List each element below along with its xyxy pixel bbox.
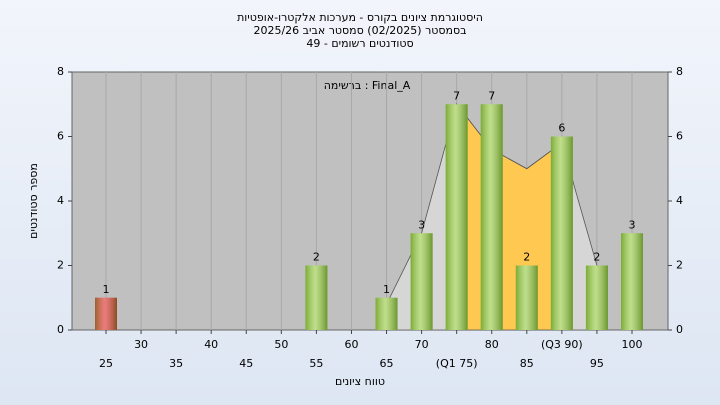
subtitle: בסמסטר (02/2025) סמסטר אביב 2025/26 xyxy=(253,24,466,37)
data-label: 1 xyxy=(103,283,110,296)
x-axis-label: טווח ציונים xyxy=(335,375,385,388)
x-tick-label: 45 xyxy=(239,357,253,370)
bar-shade xyxy=(445,104,468,330)
x-tick-label: 30 xyxy=(134,338,148,351)
bar-shade xyxy=(305,265,328,330)
data-label: 2 xyxy=(523,251,530,264)
data-label: 6 xyxy=(558,122,565,135)
y-tick-label: 0 xyxy=(676,323,683,336)
bar-shade xyxy=(480,104,503,330)
bar-shade xyxy=(621,233,643,330)
y-axis-label: מספר סטודנטים xyxy=(27,163,40,239)
data-label: 3 xyxy=(629,218,636,231)
x-tick-label: 35 xyxy=(169,357,183,370)
x-tick-label: 55 xyxy=(309,357,323,370)
data-label: 2 xyxy=(593,251,600,264)
bar-shade xyxy=(585,265,608,330)
subtitle: סטודנטים רשומים - 49 xyxy=(306,37,413,50)
x-tick-label: 60 xyxy=(344,338,358,351)
y-tick-label: 4 xyxy=(57,194,64,207)
data-label: 2 xyxy=(313,251,320,264)
x-tick-label: (Q1 75) xyxy=(436,357,478,370)
annotation: ברשימה : Final_A xyxy=(324,79,411,92)
y-tick-label: 0 xyxy=(57,323,64,336)
bar-shade xyxy=(550,136,573,330)
y-tick-label: 4 xyxy=(676,194,683,207)
x-tick-label: 40 xyxy=(204,338,218,351)
y-tick-label: 2 xyxy=(676,259,683,272)
chart-title: היסטוגרמת ציונים בקורס - מערכות אלקטרו-א… xyxy=(237,11,483,24)
x-tick-label: 95 xyxy=(590,357,604,370)
data-label: 3 xyxy=(418,218,425,231)
y-tick-label: 6 xyxy=(57,130,64,143)
x-tick-label: 100 xyxy=(622,338,643,351)
x-tick-label: 25 xyxy=(99,357,113,370)
bar-shade xyxy=(375,297,398,330)
bar-shade xyxy=(95,297,117,330)
y-tick-label: 6 xyxy=(676,130,683,143)
x-tick-label: 70 xyxy=(415,338,429,351)
y-tick-label: 2 xyxy=(57,259,64,272)
y-tick-label: 8 xyxy=(57,65,64,78)
x-tick-label: 85 xyxy=(520,357,534,370)
bar-shade xyxy=(515,265,538,330)
x-tick-label: 80 xyxy=(485,338,499,351)
data-label: 7 xyxy=(488,89,495,102)
bar-shade xyxy=(410,233,433,330)
data-label: 1 xyxy=(383,283,390,296)
x-tick-label: 50 xyxy=(274,338,288,351)
y-tick-label: 8 xyxy=(676,65,683,78)
data-label: 7 xyxy=(453,89,460,102)
x-tick-label: (Q3 90) xyxy=(541,338,583,351)
x-tick-label: 65 xyxy=(380,357,394,370)
